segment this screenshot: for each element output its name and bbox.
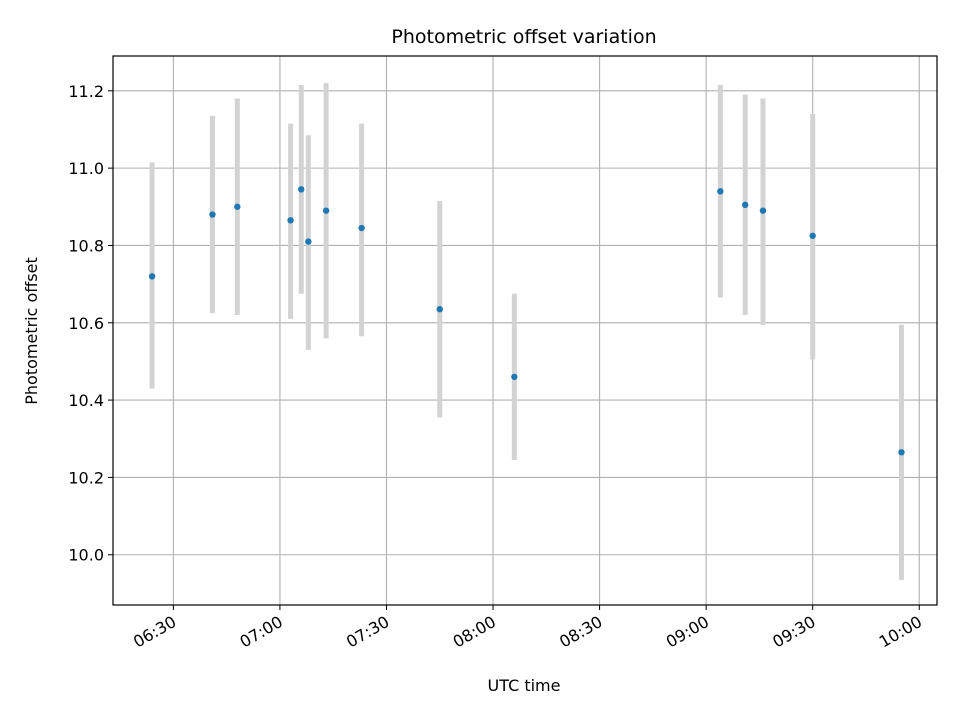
- data-point: [298, 186, 305, 193]
- y-tick-label: 10.0: [68, 546, 104, 565]
- data-point: [717, 188, 724, 195]
- data-point: [322, 207, 330, 214]
- data-point: [305, 238, 312, 245]
- data-point: [209, 211, 216, 218]
- y-tick-label: 10.2: [68, 468, 104, 487]
- y-tick-label: 11.2: [68, 82, 104, 101]
- plot-area-frame: [112, 55, 938, 606]
- data-point: [759, 207, 767, 214]
- data-point: [742, 201, 749, 209]
- y-axis-ticks: 10.0 10.2 10.4 10.6 10.8 11.0 11.2: [68, 82, 113, 565]
- x-axis-label: UTC time: [488, 676, 561, 695]
- chart-title: Photometric offset variation: [391, 26, 656, 48]
- data-point: [287, 217, 294, 224]
- data-point: [234, 203, 241, 210]
- y-tick-label: 10.6: [68, 314, 104, 333]
- data-point: [436, 306, 443, 313]
- y-tick-label: 10.8: [68, 236, 104, 255]
- data-points: [148, 186, 905, 456]
- y-tick-label: 10.4: [68, 391, 104, 410]
- y-axis-label: Photometric offset: [22, 257, 41, 405]
- data-point: [898, 449, 905, 456]
- data-point: [358, 224, 365, 232]
- data-point: [511, 373, 518, 381]
- y-tick-label: 11.0: [68, 159, 104, 178]
- data-point: [809, 232, 816, 239]
- grid: [113, 56, 937, 605]
- data-point: [148, 273, 156, 280]
